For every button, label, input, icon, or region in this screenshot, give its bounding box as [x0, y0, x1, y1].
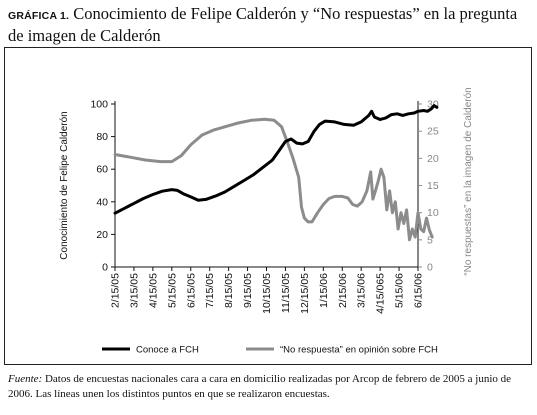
x-tick-label: 4/15/065 — [375, 273, 387, 314]
x-tick-label: 6/15/05 — [185, 273, 197, 308]
x-tick-label: 12/15/05 — [299, 273, 311, 314]
y-left-tick-label: 60 — [96, 164, 108, 176]
y-left-tick-label: 100 — [90, 99, 108, 111]
y-left-tick-label: 40 — [96, 196, 108, 208]
source-text: Datos de encuestas nacionales cara a car… — [8, 373, 512, 400]
x-tick-label: 10/15/05 — [261, 273, 273, 314]
x-tick-label: 9/15/05 — [242, 273, 254, 308]
legend-label-conoce: Conoce a FCH — [136, 345, 199, 356]
y-right-tick-label: 0 — [427, 262, 433, 274]
chart: 0 20 40 60 80 100 0 5 10 15 20 25 30 2/15/05 3/15/05 4/… — [59, 87, 474, 356]
legend-label-no-respuesta: “No respuesta” en opinión sobre FCH — [280, 345, 438, 356]
y-left-tick-label: 20 — [96, 229, 108, 241]
y-left-tick-label: 0 — [102, 262, 108, 274]
x-tick-label: 5/15/06 — [394, 273, 406, 308]
figure-label: GRÁFICA 1. — [8, 10, 70, 22]
chart-legend: Conoce a FCH “No respuesta” en opinión so… — [102, 345, 438, 356]
x-tick-label: 8/15/05 — [223, 273, 235, 308]
source-note: Fuente: Datos de encuestas nacionales ca… — [8, 372, 533, 402]
x-tick-label: 3/15/05 — [128, 273, 140, 308]
chart-frame — [4, 47, 532, 365]
y-left-axis-title: Conocimiento de Felipe Calderón — [59, 111, 70, 259]
chart-axes: 0 20 40 60 80 100 0 5 10 15 20 25 30 2/15/05 3/15/05 4/… — [59, 87, 474, 314]
series-line-conoce — [113, 104, 439, 215]
x-tick-label: 7/15/05 — [204, 273, 216, 308]
x-tick-label: 2/15/06 — [337, 273, 349, 308]
x-tick-label: 2/15/05 — [110, 273, 122, 308]
x-tick-label: 6/15/06 — [413, 273, 425, 308]
x-tick-label: 1/15/06 — [318, 273, 330, 308]
y-right-axis-title: “No respuestas” en la imagen de Calderón — [463, 87, 474, 275]
series-line-no-respuesta — [113, 117, 434, 242]
chart-marks — [113, 104, 439, 242]
y-right-tick-label: 30 — [427, 99, 439, 111]
x-tick-label: 5/15/05 — [166, 273, 178, 308]
figure-title: Conocimiento de Felipe Calderón y “No re… — [8, 4, 518, 45]
x-tick-label: 4/15/05 — [147, 273, 159, 308]
x-tick-label: 3/15/06 — [356, 273, 368, 308]
y-left-tick-label: 80 — [96, 131, 108, 143]
y-right-tick-label: 25 — [427, 126, 439, 138]
source-label: Fuente: — [8, 373, 43, 385]
x-tick-label: 11/15/05 — [280, 273, 292, 313]
y-right-tick-label: 5 — [427, 234, 433, 246]
y-right-tick-label: 15 — [427, 180, 439, 192]
y-right-tick-label: 20 — [427, 153, 439, 165]
figure-caption: GRÁFICA 1. Conocimiento de Felipe Calder… — [8, 4, 533, 45]
y-right-tick-label: 10 — [427, 207, 439, 219]
